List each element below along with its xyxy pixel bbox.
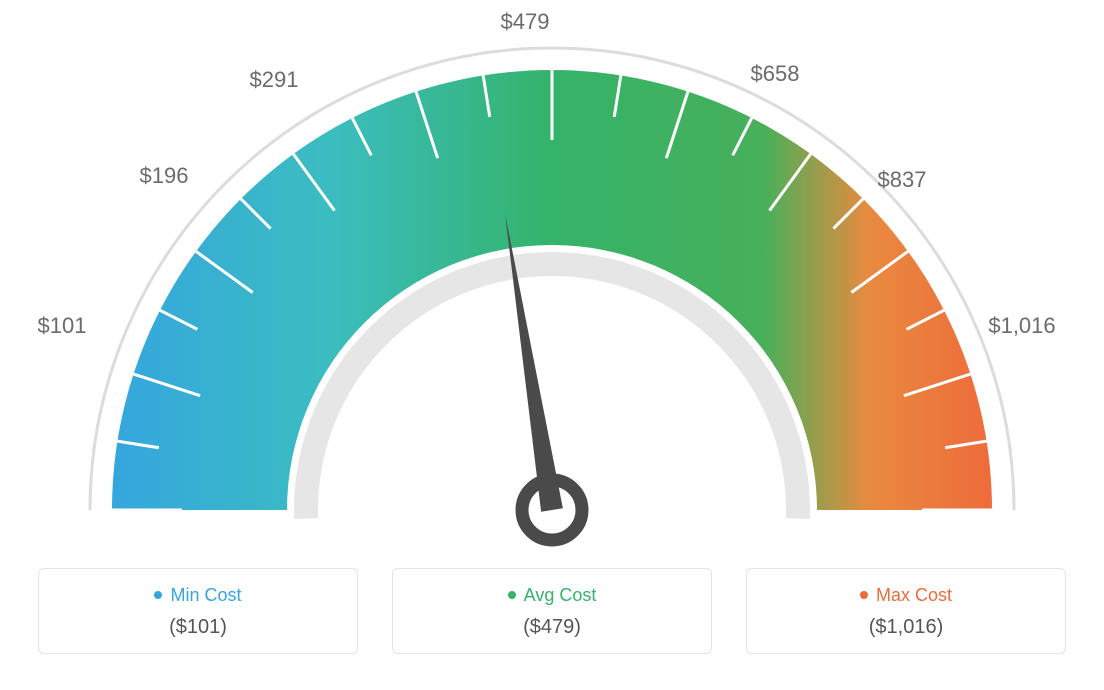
legend-row: Min Cost ($101) Avg Cost ($479) Max Cost ($1,… xyxy=(0,568,1104,654)
legend-card-min: Min Cost ($101) xyxy=(38,568,358,654)
tick-label: $1,016 xyxy=(988,313,1055,339)
legend-dot-icon xyxy=(860,591,868,599)
legend-dot-icon xyxy=(154,591,162,599)
tick-label: $837 xyxy=(878,167,927,193)
gauge-chart: $101 $196 $291 $479 $658 $837 $1,016 xyxy=(0,0,1104,560)
legend-value: ($479) xyxy=(393,616,711,639)
tick-label: $291 xyxy=(250,67,299,93)
legend-card-max: Max Cost ($1,016) xyxy=(746,568,1066,654)
tick-label: $101 xyxy=(38,313,87,339)
legend-title: Min Cost xyxy=(39,585,357,606)
tick-label: $479 xyxy=(501,9,550,35)
legend-dot-icon xyxy=(508,591,516,599)
legend-value: ($1,016) xyxy=(747,616,1065,639)
legend-title: Max Cost xyxy=(747,585,1065,606)
legend-value: ($101) xyxy=(39,616,357,639)
legend-title: Avg Cost xyxy=(393,585,711,606)
tick-label: $196 xyxy=(140,163,189,189)
legend-card-avg: Avg Cost ($479) xyxy=(392,568,712,654)
gauge-svg xyxy=(0,0,1104,560)
tick-label: $658 xyxy=(751,61,800,87)
